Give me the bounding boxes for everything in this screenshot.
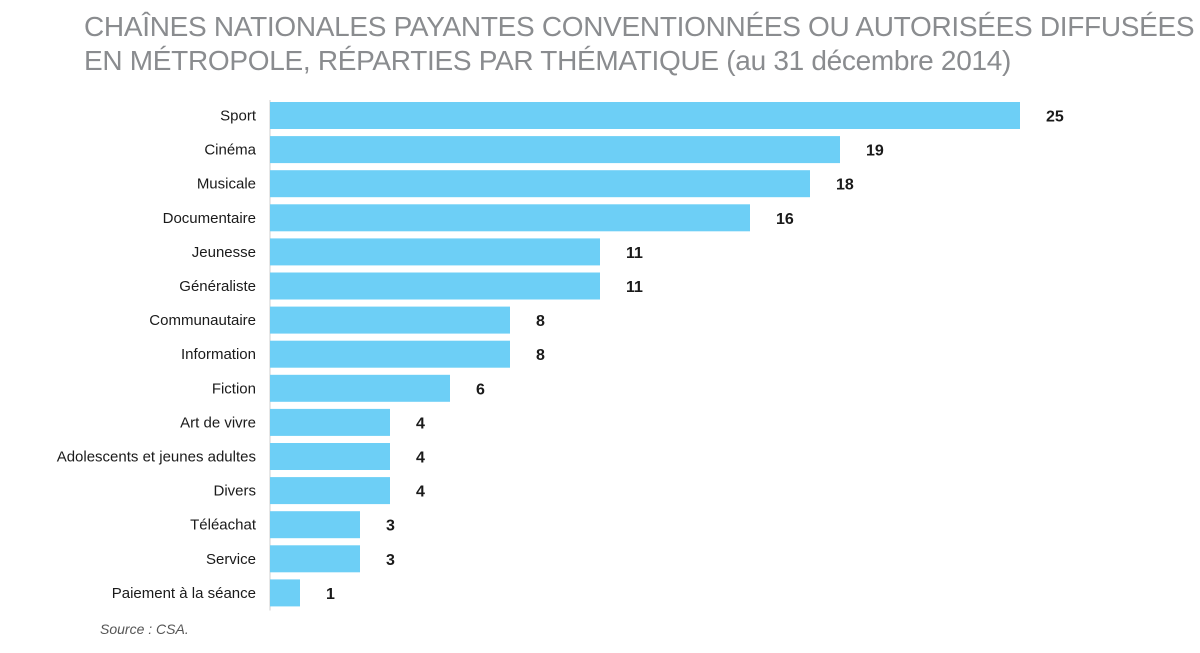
chart-title-line-1: CHAÎNES NATIONALES PAYANTES CONVENTIONNÉ… [84, 11, 1195, 42]
bar [270, 272, 600, 300]
bar [270, 204, 750, 232]
category-label: Art de vivre [180, 414, 256, 431]
category-label: Paiement à la séance [112, 585, 256, 602]
category-label: Divers [213, 483, 256, 500]
category-label: Documentaire [163, 210, 256, 227]
value-label: 19 [866, 143, 884, 160]
category-label: Téléachat [190, 517, 257, 534]
value-label: 3 [386, 518, 395, 535]
category-label: Service [206, 551, 256, 568]
category-label: Fiction [212, 380, 256, 397]
value-label: 25 [1046, 109, 1064, 126]
value-label: 3 [386, 552, 395, 569]
category-label: Information [181, 346, 256, 363]
value-label: 1 [326, 586, 335, 603]
category-label: Communautaire [149, 312, 256, 329]
value-label: 18 [836, 177, 854, 194]
value-label: 4 [416, 415, 425, 432]
bar [270, 170, 810, 198]
category-label: Adolescents et jeunes adultes [57, 449, 256, 466]
bar [270, 477, 390, 505]
value-label: 8 [536, 313, 545, 330]
value-label: 4 [416, 484, 425, 501]
bar [270, 374, 450, 402]
value-label: 11 [626, 245, 643, 262]
bar [270, 408, 390, 436]
chart-title-line-2: EN MÉTROPOLE, RÉPARTIES PAR THÉMATIQUE (… [84, 45, 1012, 76]
bar [270, 579, 300, 607]
bar [270, 340, 510, 368]
category-label: Cinéma [204, 142, 256, 159]
value-label: 11 [626, 279, 643, 296]
category-label: Sport [220, 108, 257, 125]
category-label: Musicale [197, 176, 256, 193]
chart-title: CHAÎNES NATIONALES PAYANTES CONVENTIONNÉ… [84, 10, 1195, 78]
category-label: Jeunesse [192, 244, 256, 261]
value-label: 6 [476, 381, 485, 398]
bar [270, 443, 390, 470]
bar [270, 545, 360, 573]
bar [270, 511, 360, 539]
category-label: Généraliste [179, 278, 256, 295]
source-note: Source : CSA. [100, 621, 189, 637]
bar [270, 136, 840, 164]
value-label: 4 [416, 450, 425, 467]
value-label: 16 [776, 211, 794, 228]
bar [270, 306, 510, 334]
bar [270, 102, 1020, 129]
bar [270, 238, 600, 266]
value-label: 8 [536, 347, 545, 364]
